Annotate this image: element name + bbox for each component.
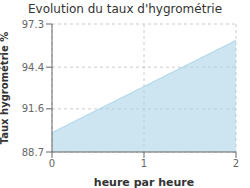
svg-text:91.6: 91.6 <box>22 103 44 114</box>
svg-text:heure par heure: heure par heure <box>94 176 194 188</box>
svg-text:Taux hygrométrie %: Taux hygrométrie % <box>8 32 10 145</box>
svg-text:2: 2 <box>233 158 239 169</box>
svg-text:94.4: 94.4 <box>22 62 44 73</box>
svg-text:88.7: 88.7 <box>22 147 44 158</box>
svg-text:0: 0 <box>49 158 55 169</box>
html-text:Evolution du taux d'hygrométri: Evolution du taux d'hygrométrie <box>28 2 222 16</box>
svg-text:1: 1 <box>141 158 147 169</box>
svg-text:97.3: 97.3 <box>22 19 44 30</box>
